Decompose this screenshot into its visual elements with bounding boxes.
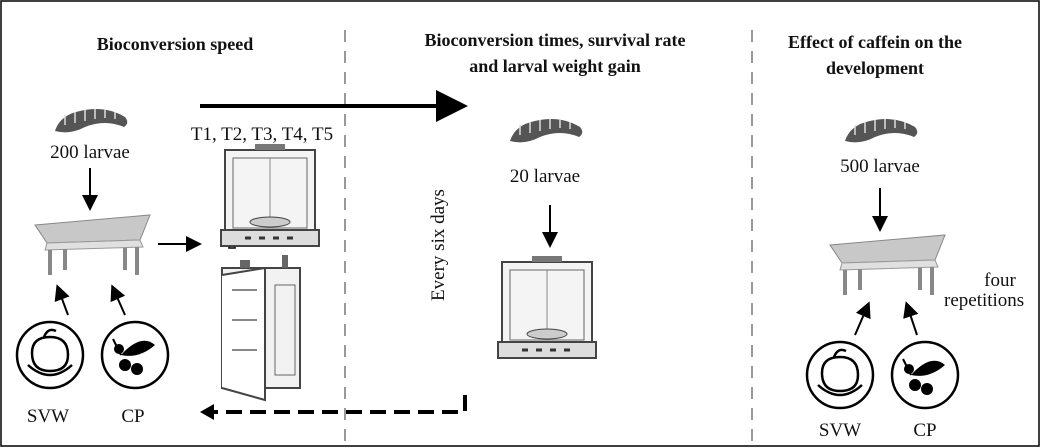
balance-icon	[219, 142, 321, 248]
svw-icon	[15, 320, 85, 390]
dashed-arrow	[210, 395, 467, 414]
panel-title: development	[826, 58, 924, 78]
panel-title: Bioconversion times, survival rate	[425, 30, 686, 50]
larva-icon	[509, 118, 584, 144]
arrow	[54, 284, 70, 316]
larva-icon	[844, 118, 919, 144]
larvae-count: 500 larvae	[840, 156, 920, 177]
panel-title: Bioconversion speed	[97, 34, 254, 54]
cp-icon	[100, 320, 170, 390]
arrow-head	[200, 404, 214, 420]
treatments: T1, T2, T3, T4, T5	[191, 124, 333, 145]
larvae-count: 20 larvae	[510, 166, 580, 187]
repetitions: four	[984, 270, 1016, 291]
panel-title: Effect of caffein on the	[788, 32, 962, 52]
interval-label: Every six days	[428, 189, 449, 301]
larvae-count: 200 larvae	[50, 142, 130, 163]
arrow	[110, 284, 126, 316]
panel-title: and larval weight gain	[469, 56, 641, 76]
substrate-label: SVW	[27, 406, 69, 427]
substrate-label: SVW	[819, 420, 861, 441]
repetitions: repetitions	[944, 290, 1024, 311]
arrow	[903, 301, 919, 336]
cp-icon	[890, 340, 960, 410]
balance-icon	[496, 254, 598, 360]
substrate-label: CP	[913, 420, 936, 441]
substrate-label: CP	[121, 406, 144, 427]
incubator-icon	[221, 255, 301, 402]
arrow	[854, 301, 871, 336]
tray-icon	[33, 213, 152, 277]
svw-icon	[805, 340, 875, 410]
larva-icon	[54, 108, 129, 134]
tray-icon	[828, 233, 947, 297]
